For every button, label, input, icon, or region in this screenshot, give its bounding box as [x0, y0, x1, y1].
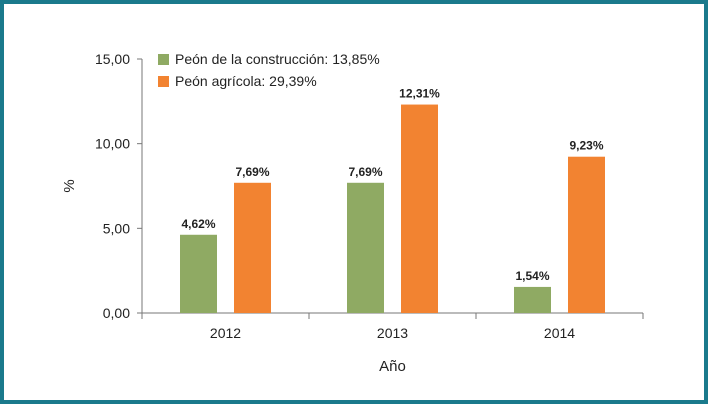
x-category-label: 2013	[377, 325, 408, 341]
legend-label-construccion: Peón de la construcción: 13,85%	[175, 51, 380, 67]
data-label: 4,62%	[181, 217, 215, 231]
data-label: 1,54%	[515, 269, 549, 283]
x-axis-ticks: 2012 2013 2014	[141, 313, 644, 341]
data-label: 12,31%	[399, 87, 440, 101]
y-axis-ticks: 0,00 5,00 10,00 15,00	[95, 51, 142, 321]
x-category-label: 2014	[544, 325, 575, 341]
legend-swatch-agricola	[158, 76, 169, 87]
legend-swatch-construccion	[158, 54, 169, 65]
bar-construccion-2012	[180, 234, 217, 313]
bar-agricola-2014	[568, 156, 605, 313]
legend: Peón de la construcción: 13,85% Peón agr…	[158, 51, 380, 89]
data-label: 9,23%	[569, 139, 603, 153]
y-tick-label: 15,00	[95, 51, 130, 67]
y-tick-label: 10,00	[95, 136, 130, 152]
bar-agricola-2012	[234, 182, 271, 313]
bar-series	[180, 104, 605, 314]
data-label: 7,69%	[348, 165, 382, 179]
bar-construccion-2013	[347, 182, 384, 313]
y-tick-label: 5,00	[103, 220, 130, 236]
y-tick-label: 0,00	[103, 305, 130, 321]
bar-agricola-2013	[401, 104, 438, 314]
bar-chart: 0,00 5,00 10,00 15,00 2012 2013 2014 4,62% 7,6…	[61, 51, 644, 375]
y-axis-title: %	[61, 179, 78, 192]
bar-construccion-2014	[514, 286, 551, 313]
x-category-label: 2012	[210, 325, 241, 341]
legend-label-agricola: Peón agrícola: 29,39%	[175, 73, 317, 89]
data-label: 7,69%	[235, 165, 269, 179]
x-axis-title: Año	[379, 358, 406, 375]
data-labels: 4,62% 7,69% 7,69% 12,31% 1,54% 9,23%	[181, 87, 603, 283]
